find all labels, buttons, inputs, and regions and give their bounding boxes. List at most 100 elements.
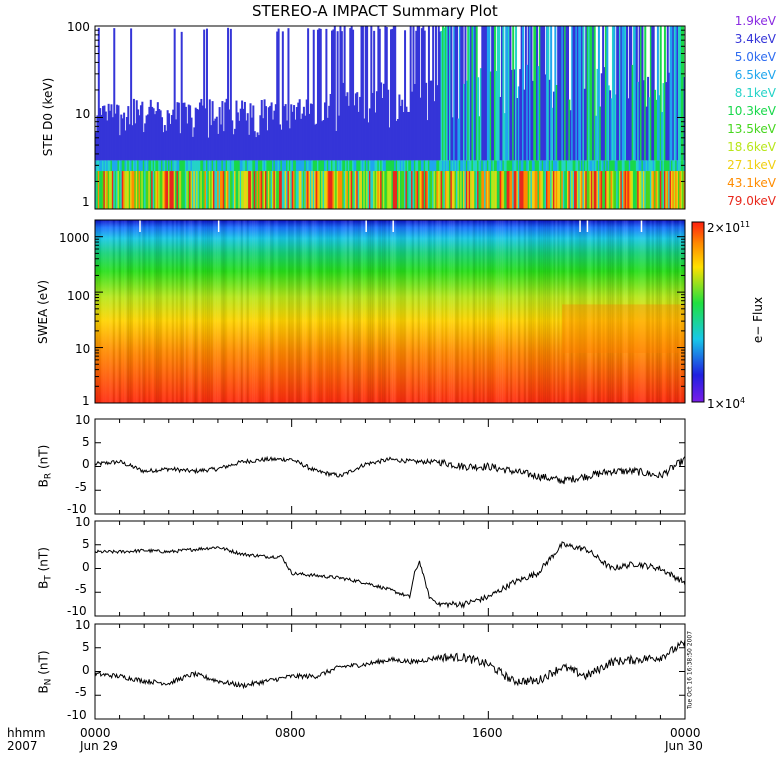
ste-flux-mark <box>406 171 409 209</box>
ste-flux-mark <box>402 171 405 209</box>
ste-flux-mark <box>127 160 130 172</box>
swea-column <box>425 220 428 403</box>
ste-flux-mark <box>262 160 265 172</box>
ste-flux-mark <box>512 171 515 209</box>
ste-flux-mark <box>486 26 489 161</box>
ste-flux-mark <box>665 82 668 161</box>
ste-flux-mark <box>377 26 380 161</box>
ste-flux-mark <box>398 94 401 161</box>
swea-column <box>478 220 481 403</box>
ste-flux-mark <box>325 28 328 161</box>
ste-flux-mark <box>478 116 481 161</box>
swea-column <box>376 220 379 403</box>
ste-flux-mark <box>331 171 334 209</box>
ste-flux-mark <box>654 171 657 209</box>
swea-column <box>134 220 137 403</box>
ste-flux-mark <box>444 171 447 209</box>
br-ytick-label: 10 <box>75 413 91 427</box>
ste-flux-mark <box>670 160 673 172</box>
ste-flux-mark <box>461 171 464 209</box>
swea-column <box>449 220 452 403</box>
ste-flux-mark <box>676 26 679 161</box>
ste-flux-mark <box>395 171 398 209</box>
ste-flux-mark <box>613 171 616 209</box>
ste-flux-mark <box>131 160 134 172</box>
ste-flux-mark <box>352 171 355 209</box>
ste-flux-mark <box>628 171 631 209</box>
bn-axes-frame <box>94 623 686 720</box>
ste-flux-mark <box>602 171 605 209</box>
swea-column <box>399 220 403 403</box>
swea-column <box>254 220 257 403</box>
ste-flux-mark <box>368 171 371 209</box>
ste-flux-mark <box>152 171 155 209</box>
ste-flux-mark <box>156 171 159 209</box>
swea-column <box>594 220 597 403</box>
swea-column <box>142 220 145 403</box>
swea-column <box>167 220 171 403</box>
ste-flux-mark <box>519 171 522 209</box>
ste-flux-mark <box>530 26 533 161</box>
ste-flux-mark <box>395 160 398 172</box>
ste-flux-mark <box>308 160 311 172</box>
ste-flux-mark <box>297 171 300 209</box>
ste-flux-mark <box>640 26 643 161</box>
ste-flux-mark <box>339 171 342 209</box>
ste-flux-mark <box>561 171 564 209</box>
ste-flux-mark <box>210 171 213 209</box>
ste-flux-mark <box>328 105 331 161</box>
swea-column <box>293 220 297 403</box>
ste-flux-mark <box>187 104 190 161</box>
ste-flux-mark <box>423 30 426 161</box>
ste-flux-mark <box>106 160 109 172</box>
ste-flux-mark <box>526 160 529 172</box>
swea-column <box>557 220 560 403</box>
swea-column <box>535 220 538 403</box>
ste-flux-mark <box>649 160 652 172</box>
ste-flux-mark <box>642 171 645 209</box>
ste-flux-mark <box>110 160 113 172</box>
ste-flux-mark <box>235 100 238 161</box>
swea-column <box>218 220 222 403</box>
ste-flux-mark <box>305 160 308 172</box>
swea-column <box>214 220 218 403</box>
ste-flux-mark <box>217 171 220 209</box>
ste-flux-mark <box>215 116 218 161</box>
ste-flux-mark <box>222 160 225 172</box>
ste-flux-mark <box>623 171 626 209</box>
ste-flux-mark <box>231 160 234 172</box>
ste-flux-mark <box>453 171 456 209</box>
ste-flux-mark <box>227 171 230 209</box>
ste-flux-mark <box>668 160 671 172</box>
ste-flux-mark <box>100 114 103 161</box>
ste-flux-mark <box>307 28 310 161</box>
ste-flux-mark <box>408 160 411 172</box>
ste-flux-mark <box>120 114 123 161</box>
swea-column <box>427 220 430 403</box>
ste-flux-mark <box>628 160 631 172</box>
ste-flux-mark <box>624 26 627 161</box>
ste-flux-mark <box>418 171 421 209</box>
ste-flux-mark <box>217 160 220 172</box>
ste-flux-mark <box>516 98 519 161</box>
swea-column <box>279 220 283 403</box>
ste-flux-mark <box>502 171 505 209</box>
ste-flux-mark <box>388 127 391 161</box>
ste-flux-mark <box>374 160 377 172</box>
ste-flux-mark <box>638 26 641 161</box>
ste-flux-mark <box>415 30 418 161</box>
ste-flux-mark <box>347 171 350 209</box>
br-axes-frame <box>94 418 686 515</box>
ste-flux-mark <box>239 171 242 209</box>
ste-flux-mark <box>118 135 121 161</box>
swea-column <box>191 220 194 403</box>
swea-column <box>195 220 198 403</box>
swea-spectrogram <box>95 220 685 403</box>
ste-flux-mark <box>125 171 128 209</box>
ste-flux-mark <box>307 160 310 172</box>
ste-flux-mark <box>245 160 248 172</box>
ste-ytick-label: 1 <box>82 195 90 209</box>
time-tick-label: 0800 <box>275 726 306 740</box>
ste-flux-mark <box>437 160 440 172</box>
ste-flux-mark <box>606 171 609 209</box>
